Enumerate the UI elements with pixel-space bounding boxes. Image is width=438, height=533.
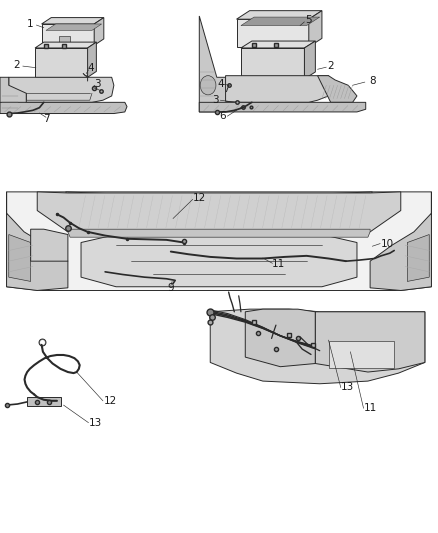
Polygon shape — [81, 235, 357, 287]
Text: 3: 3 — [212, 95, 219, 105]
Polygon shape — [9, 235, 31, 281]
Text: 13: 13 — [341, 382, 354, 392]
Polygon shape — [27, 397, 61, 406]
Polygon shape — [94, 18, 104, 45]
Text: 8: 8 — [369, 76, 376, 86]
Polygon shape — [37, 192, 401, 232]
Text: 11: 11 — [364, 403, 377, 413]
Polygon shape — [237, 19, 309, 47]
Polygon shape — [88, 42, 96, 77]
Polygon shape — [7, 192, 431, 290]
Polygon shape — [241, 17, 320, 26]
Polygon shape — [199, 102, 366, 112]
Polygon shape — [370, 192, 431, 290]
Text: 7: 7 — [42, 115, 49, 124]
Polygon shape — [0, 77, 26, 112]
Polygon shape — [226, 76, 331, 102]
Polygon shape — [210, 309, 425, 384]
Text: 3: 3 — [94, 79, 101, 89]
Text: 13: 13 — [89, 418, 102, 428]
Polygon shape — [42, 18, 104, 24]
Polygon shape — [42, 24, 94, 45]
Polygon shape — [245, 309, 315, 367]
Text: 11: 11 — [272, 259, 285, 269]
Text: 4: 4 — [217, 79, 224, 88]
Text: 12: 12 — [104, 396, 117, 406]
Polygon shape — [46, 24, 102, 30]
Polygon shape — [59, 36, 70, 45]
Text: 2: 2 — [327, 61, 334, 71]
Text: 12: 12 — [193, 193, 206, 203]
Polygon shape — [68, 193, 370, 229]
Circle shape — [200, 76, 216, 95]
Polygon shape — [304, 41, 315, 79]
Polygon shape — [241, 48, 304, 79]
Polygon shape — [68, 229, 370, 237]
Polygon shape — [309, 11, 322, 47]
Polygon shape — [241, 41, 315, 48]
Text: 6: 6 — [219, 111, 226, 121]
Polygon shape — [7, 192, 68, 290]
Polygon shape — [35, 48, 88, 77]
Text: 4: 4 — [88, 63, 95, 73]
Polygon shape — [199, 16, 241, 112]
Polygon shape — [9, 77, 114, 102]
Text: 2: 2 — [13, 60, 20, 70]
Polygon shape — [237, 11, 322, 19]
Polygon shape — [31, 229, 68, 261]
Polygon shape — [318, 76, 357, 102]
Polygon shape — [407, 235, 429, 281]
Polygon shape — [315, 312, 425, 372]
Polygon shape — [66, 192, 372, 203]
Text: 9: 9 — [167, 283, 174, 293]
Polygon shape — [328, 341, 394, 368]
Polygon shape — [35, 42, 96, 48]
Text: 10: 10 — [381, 239, 394, 248]
Text: 5: 5 — [305, 15, 312, 25]
Polygon shape — [0, 102, 127, 114]
Text: 1: 1 — [26, 19, 33, 29]
